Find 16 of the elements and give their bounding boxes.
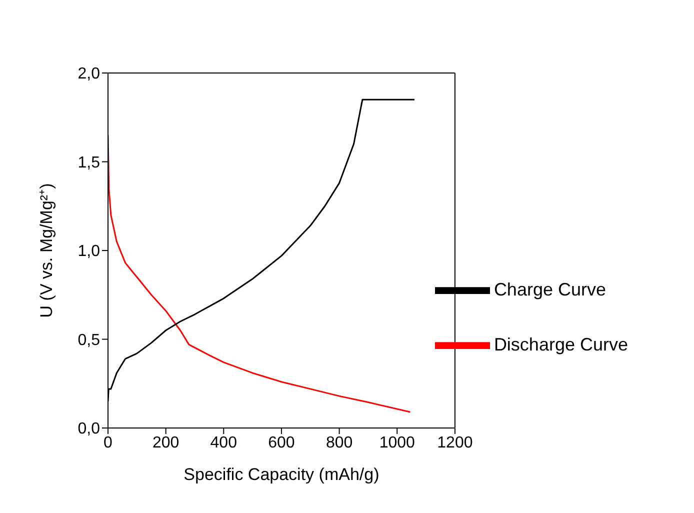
legend-label: Discharge Curve	[494, 334, 628, 354]
y-tick-label: 2,0	[78, 66, 100, 83]
x-axis-title: Specific Capacity (mAh/g)	[184, 465, 380, 484]
legend-label: Charge Curve	[494, 279, 606, 300]
x-tick-label: 400	[210, 434, 238, 452]
y-tick-label: 1,0	[78, 243, 100, 260]
x-tick-label: 1200	[437, 434, 473, 452]
x-tick-label: 200	[152, 434, 180, 452]
y-axis-title: U (V vs. Mg/Mg²⁺)	[37, 183, 56, 318]
y-tick-label: 1,5	[78, 154, 100, 172]
x-tick-label: 1000	[379, 434, 416, 452]
x-tick-label: 600	[268, 434, 295, 452]
x-tick-label: 0	[104, 434, 113, 452]
y-tick-label: 0,0	[78, 420, 100, 438]
y-tick-label: 0,5	[78, 332, 100, 349]
x-tick-label: 800	[326, 434, 353, 452]
